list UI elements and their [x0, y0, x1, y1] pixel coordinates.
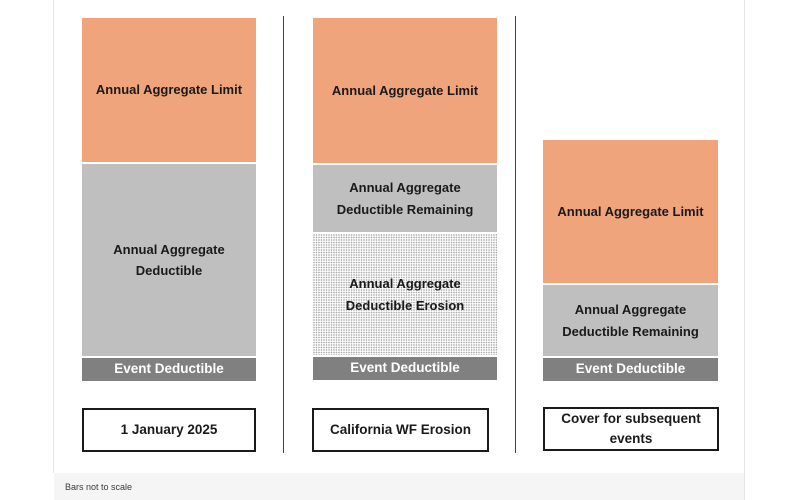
footer-strip: Bars not to scale: [54, 473, 744, 500]
column3-axis-line: [515, 16, 516, 453]
bar-column-1-january-2025: Annual Aggregate Limit Annual Aggregate …: [82, 18, 256, 381]
segment-annual-aggregate-deductible-erosion: Annual Aggregate Deductible Erosion: [313, 234, 497, 355]
segment-event-deductible: Event Deductible: [82, 358, 256, 381]
segment-annual-aggregate-deductible-remaining: Annual Aggregate Deductible Remaining: [543, 285, 718, 356]
segment-annual-aggregate-limit: Annual Aggregate Limit: [313, 18, 497, 163]
segment-label: Event Deductible: [575, 361, 686, 377]
column-1-caption-box: 1 January 2025: [82, 408, 256, 452]
segment-annual-aggregate-limit: Annual Aggregate Limit: [82, 18, 256, 162]
left-guide-line: [53, 0, 54, 473]
segment-annual-aggregate-deductible: Annual Aggregate Deductible: [82, 164, 256, 356]
segment-annual-aggregate-deductible-remaining: Annual Aggregate Deductible Remaining: [313, 165, 497, 232]
segment-label: Event Deductible: [350, 360, 460, 376]
right-guide-line: [744, 0, 745, 500]
column2-axis-line: [283, 16, 284, 453]
segment-label: Annual Aggregate Deductible Remaining: [562, 302, 699, 339]
column-3-caption-box: Cover for subsequent events: [543, 407, 719, 451]
column-2-caption: California WF Erosion: [329, 422, 471, 438]
column-1-caption: 1 January 2025: [120, 422, 218, 438]
segment-label: Annual Aggregate Limit: [331, 82, 479, 98]
segment-label: Annual Aggregate Deductible Remaining: [336, 180, 474, 217]
segment-label: Annual Aggregate Deductible: [113, 241, 225, 278]
bar-column-california-wf-erosion: Annual Aggregate Limit Annual Aggregate …: [313, 18, 497, 380]
scale-disclaimer: Bars not to scale: [65, 481, 133, 492]
segment-label: Event Deductible: [114, 361, 224, 377]
column-3-caption: Cover for subsequent events: [561, 411, 701, 446]
segment-label: Annual Aggregate Limit: [557, 203, 704, 219]
segment-event-deductible: Event Deductible: [543, 358, 718, 381]
segment-label: Annual Aggregate Limit: [95, 82, 243, 98]
bar-column-cover-subsequent-events: Annual Aggregate Limit Annual Aggregate …: [543, 140, 718, 381]
column-2-caption-box: California WF Erosion: [312, 408, 489, 452]
segment-event-deductible: Event Deductible: [313, 357, 497, 380]
segment-label: Annual Aggregate Deductible Erosion: [345, 276, 465, 313]
segment-annual-aggregate-limit: Annual Aggregate Limit: [543, 140, 718, 283]
